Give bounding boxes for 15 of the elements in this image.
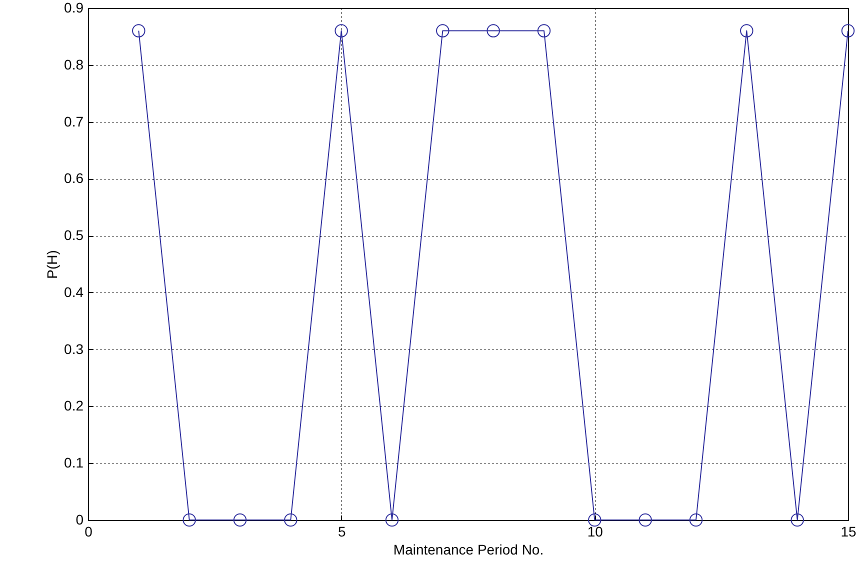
y-tick-label: 0.8: [64, 56, 84, 72]
x-tick-label: 15: [840, 524, 856, 540]
y-tick-label: 0.3: [64, 340, 84, 357]
y-tick-label: 0.6: [64, 170, 84, 186]
x-tick-label: 10: [587, 524, 604, 540]
x-tick-label: 5: [338, 524, 346, 540]
y-tick-label: 0.9: [64, 0, 84, 16]
y-axis-title: P(H): [44, 250, 60, 279]
y-tick-label: 0: [76, 512, 84, 528]
y-tick-label: 0.7: [64, 113, 84, 130]
y-tick-label: 0.1: [64, 454, 84, 471]
y-tick-label: 0.5: [64, 227, 84, 244]
x-axis-title: Maintenance Period No.: [393, 542, 544, 558]
y-tick-label: 0.4: [64, 284, 84, 300]
y-tick-label: 0.2: [64, 398, 84, 414]
